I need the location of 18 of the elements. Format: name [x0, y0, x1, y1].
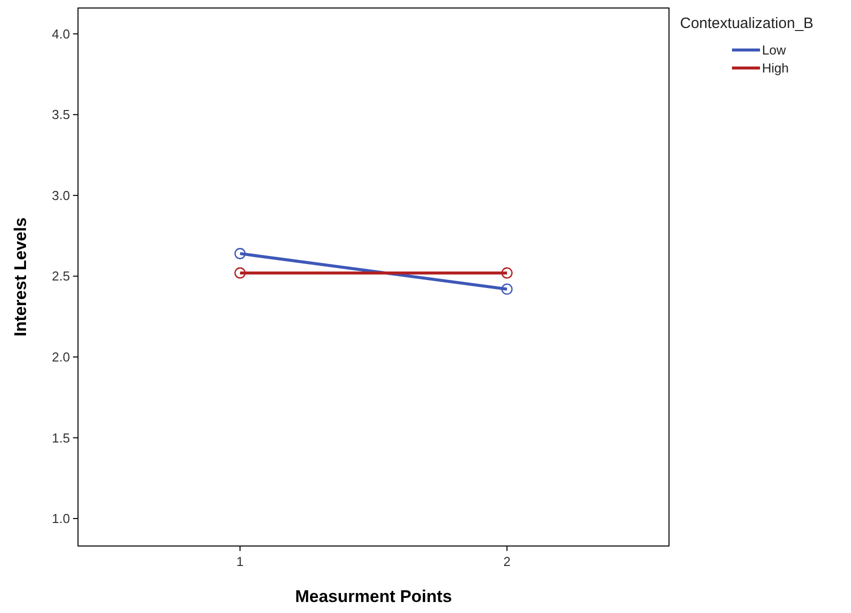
y-tick-label: 2.5: [52, 268, 70, 284]
x-axis-title: Measurment Points: [295, 587, 452, 606]
legend-title: Contextualization_B: [680, 15, 814, 32]
x-tick-label: 1: [236, 554, 244, 569]
point: [501, 283, 513, 295]
y-axis-title: Interest Levels: [11, 217, 30, 337]
y-tick-label: 3.0: [52, 188, 70, 203]
y-tick-label: 3.5: [52, 107, 70, 122]
y-tick-label: 1.5: [52, 430, 70, 446]
legend-label: Low: [762, 42, 786, 58]
legend-label: High: [762, 60, 789, 76]
point: [501, 267, 513, 279]
point: [234, 248, 246, 260]
y-tick-label: 4.0: [52, 26, 70, 42]
x-tick-label: 2: [503, 554, 511, 569]
y-tick-label: 2.0: [52, 350, 70, 365]
y-tick-label: 1.0: [52, 511, 70, 526]
point: [234, 267, 246, 279]
